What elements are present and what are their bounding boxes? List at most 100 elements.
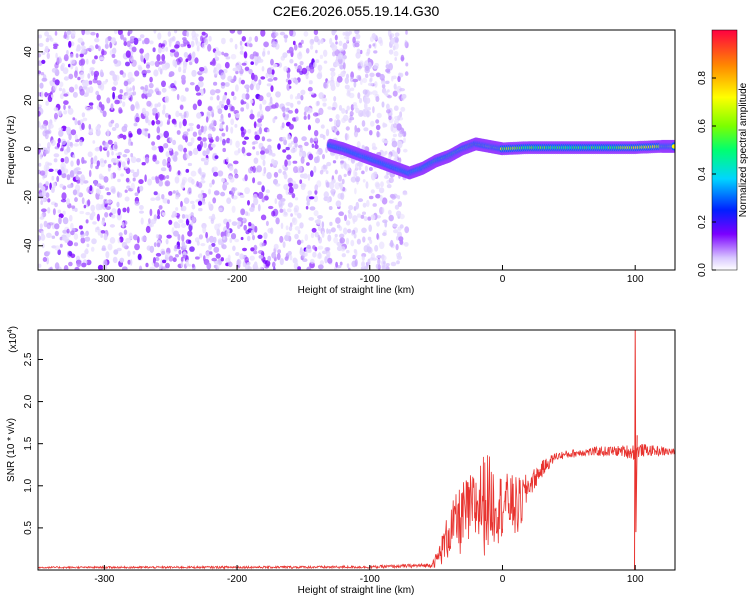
noise-dot [382,261,386,265]
noise-dot [126,206,130,214]
noise-dot [290,213,293,217]
noise-dot [135,158,141,163]
noise-dot [254,35,259,43]
noise-dot [372,203,377,207]
y-tick-label: 0 [23,146,34,152]
noise-dot [402,131,406,137]
noise-dot [343,161,347,169]
noise-dot [51,68,57,73]
noise-dot [403,242,409,247]
noise-dot [116,247,122,252]
noise-dot [278,168,282,174]
noise-dot [341,178,345,185]
noise-dot [345,220,351,226]
noise-dot [213,246,220,253]
noise-dot [99,145,103,152]
noise-dot [76,259,82,268]
noise-dot [293,183,299,190]
noise-dot [394,204,400,210]
noise-dot [101,50,107,56]
noise-dot [392,90,398,97]
noise-dot [194,237,200,243]
noise-dot [197,80,204,88]
noise-dot [285,102,292,106]
noise-dot [342,62,346,70]
noise-dot [374,244,378,252]
noise-dot [294,209,299,216]
noise-dot [78,225,83,230]
noise-dot [398,132,403,138]
noise-dot [284,159,288,167]
noise-dot [156,90,162,96]
noise-dot [111,151,114,156]
noise-dot [106,97,111,104]
noise-dot [148,82,154,89]
noise-dot [266,92,272,98]
noise-dot [54,262,60,270]
noise-dot [74,70,78,78]
noise-dot [145,262,149,268]
noise-dot [364,165,368,172]
noise-dot [334,233,338,238]
noise-dot [226,197,232,204]
noise-dot [131,59,137,67]
y-tick-label: 0.5 [23,521,34,535]
noise-dot [188,263,191,267]
noise-dot [338,211,345,216]
noise-dot [391,75,394,82]
noise-dot [397,140,403,149]
noise-dot [138,66,143,71]
noise-dot [342,31,346,36]
noise-dot [288,135,292,140]
noise-dot [149,266,156,270]
noise-dot [390,261,397,267]
noise-dot [158,205,163,210]
noise-dot [74,197,78,203]
noise-dot [328,206,333,210]
noise-dot [127,250,131,257]
noise-dot [262,263,266,268]
noise-dot [201,31,206,36]
noise-dot [274,198,278,205]
noise-dot [74,84,78,90]
noise-dot [375,72,381,78]
noise-dot [202,174,206,178]
noise-dot [41,189,47,197]
noise-dot [307,124,311,131]
noise-dot [328,229,332,234]
noise-dot [119,257,125,263]
noise-dot [61,172,67,179]
noise-dot [76,158,80,166]
noise-dot [343,173,347,178]
noise-dot [211,257,217,262]
noise-dot [380,181,384,188]
noise-dot [314,231,319,238]
noise-dot [335,61,340,67]
noise-dot [331,30,336,36]
noise-dot [125,237,131,244]
noise-dot [81,30,86,36]
noise-dot [385,80,390,85]
noise-dot [287,160,292,166]
noise-dot [237,147,241,154]
noise-dot [88,102,94,106]
noise-dot [294,142,298,148]
noise-dot [273,243,279,250]
noise-dot [117,178,121,183]
noise-dot [248,167,253,174]
noise-dot [154,60,160,68]
noise-dot [217,108,223,115]
noise-dot [39,216,45,220]
noise-dot [273,178,278,185]
noise-dot [149,245,155,253]
noise-dot [244,174,248,182]
noise-dot [399,88,405,92]
noise-dot [130,141,134,146]
noise-dot [46,34,52,41]
noise-dot [206,147,210,155]
noise-dot [137,253,142,260]
noise-dot [270,163,273,168]
noise-dot [309,196,315,200]
noise-dot [388,115,392,121]
noise-dot [368,224,373,232]
